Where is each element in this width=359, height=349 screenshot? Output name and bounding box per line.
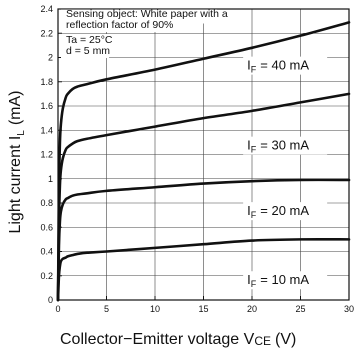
series-label-text: IF = 30 mA: [247, 138, 309, 155]
y-tick-label: 0.4: [40, 247, 53, 257]
y-tick-label: 1.2: [40, 150, 53, 160]
annotation-line: Ta = 25°C: [66, 34, 113, 46]
series-label-symbol: I: [247, 272, 251, 287]
series-label-symbol: I: [247, 203, 251, 218]
annotation-line: reflection factor of 90%: [66, 19, 173, 31]
y-tick-label: 2: [48, 53, 53, 63]
series-label-symbol: I: [247, 58, 251, 73]
series-label-value: = 20 mA: [260, 203, 309, 218]
series-label-subscript: F: [251, 279, 257, 289]
x-axis-label-subscript: CE: [254, 334, 271, 348]
series-label-subscript: F: [251, 145, 257, 155]
annotation-line: Sensing object: White paper with a: [66, 8, 228, 20]
x-tick-label: 25: [295, 304, 305, 314]
series-label-text: IF = 10 mA: [247, 272, 309, 289]
y-tick-label: 0.6: [40, 222, 53, 232]
series-label-subscript: F: [251, 65, 257, 75]
y-tick-label: 1: [48, 174, 53, 184]
chart-curves: [56, 21, 351, 302]
x-tick-label: 5: [104, 304, 109, 314]
y-tick-label: 0.2: [40, 271, 53, 281]
y-axis-label-text: Light current I: [7, 136, 24, 234]
series-label-text: IF = 40 mA: [247, 58, 309, 75]
y-tick-label: 1.6: [40, 101, 53, 111]
annotation-background: [61, 20, 199, 32]
x-tick-label: 15: [198, 304, 208, 314]
series-label-value: = 10 mA: [260, 272, 309, 287]
series-line-1: [56, 21, 351, 302]
x-axis-label-unit: (V): [275, 331, 296, 348]
series-line-4: [56, 237, 351, 302]
chart-ticks: 0 5 10 15 20 25 30 0 0.2 0.4 0.6 0.8 1 1.2 1.4 1.6 1.8 2 2…: [40, 4, 354, 314]
series-line-3: [56, 178, 351, 302]
y-tick-label: 1.4: [40, 125, 53, 135]
series-label-2: IF = 30 mA: [243, 136, 328, 155]
x-tick-label: 10: [150, 304, 160, 314]
y-axis-label: Light current IL (mA): [7, 90, 27, 233]
series-label-background: [243, 202, 328, 221]
series-label-value: = 30 mA: [260, 138, 309, 153]
y-tick-label: 2.4: [40, 4, 53, 14]
series-line-2: [56, 92, 351, 302]
series-label-text: IF = 20 mA: [247, 203, 309, 220]
series-label-background: [243, 271, 328, 290]
x-axis-label-text: Collector−Emitter voltage V: [60, 331, 255, 348]
series-label-4: IF = 10 mA: [243, 271, 328, 290]
series-label-3: IF = 20 mA: [243, 202, 328, 221]
series-label-symbol: I: [247, 138, 251, 153]
series-label-1: IF = 40 mA: [243, 56, 328, 75]
series-label-background: [243, 56, 328, 75]
x-tick-label: 0: [55, 304, 60, 314]
y-tick-label: 0.8: [40, 198, 53, 208]
y-axis-label-unit: (mA): [7, 90, 24, 125]
annotation-line: d = 5 mm: [66, 45, 110, 57]
y-axis-label-subscript: L: [16, 130, 27, 136]
annotation-background: [61, 34, 109, 58]
x-axis-label: Collector−Emitter voltage VCE (V): [60, 331, 296, 348]
y-tick-label: 2.2: [40, 28, 53, 38]
chart-annotations: Sensing object: White paper with areflec…: [61, 8, 228, 58]
x-tick-label: 20: [247, 304, 257, 314]
series-label-subscript: F: [251, 210, 257, 220]
y-tick-label: 0: [48, 295, 53, 305]
x-tick-label: 30: [344, 304, 354, 314]
series-label-background: [243, 136, 328, 155]
y-tick-label: 1.8: [40, 77, 53, 87]
series-label-value: = 40 mA: [260, 58, 309, 73]
